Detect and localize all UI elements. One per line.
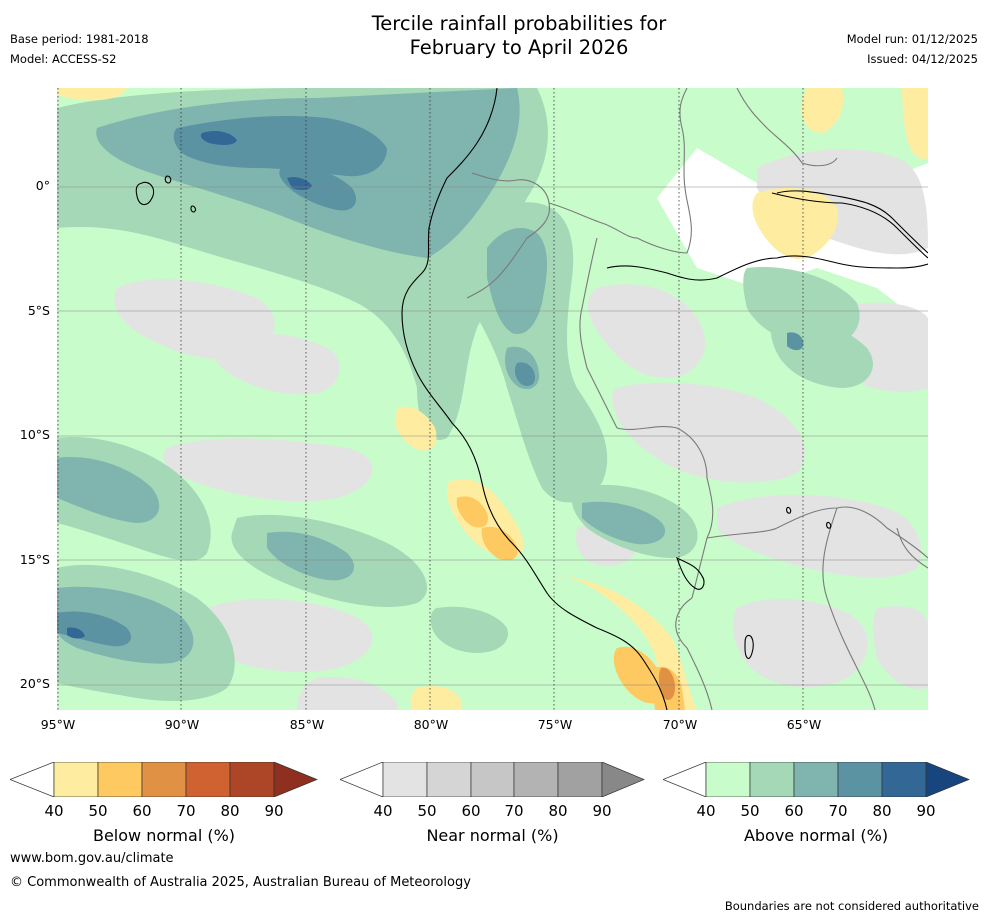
lon-label-85w: 85°W bbox=[289, 717, 325, 732]
cb-above-label: Above normal (%) bbox=[743, 826, 889, 845]
cb-below-seg-5 bbox=[229, 762, 275, 797]
lat-label-0: 0° bbox=[35, 178, 50, 193]
cb-below-seg-4 bbox=[185, 762, 231, 797]
cb-above-seg-3 bbox=[793, 762, 839, 797]
probability-map bbox=[57, 88, 928, 710]
lat-label-5s: 5°S bbox=[27, 303, 50, 318]
base-period: Base period: 1981-2018 bbox=[10, 32, 149, 46]
cb-below-tick: 80 bbox=[220, 802, 240, 820]
lon-label-70w: 70°W bbox=[662, 717, 698, 732]
colorbar-above-normal bbox=[663, 762, 970, 797]
country-boundaries bbox=[466, 88, 928, 710]
copyright-text: © Commonwealth of Australia 2025, Austra… bbox=[10, 875, 471, 890]
cb-above-seg-1 bbox=[705, 762, 751, 797]
meta-left: Base period: 1981-2018 Model: ACCESS-S2 bbox=[10, 29, 149, 69]
above-normal-80-90-region bbox=[67, 130, 312, 639]
title-line-2: February to April 2026 bbox=[409, 36, 629, 59]
below-normal-60-70-region bbox=[658, 667, 675, 700]
cb-below-tick: 70 bbox=[176, 802, 196, 820]
cb-above-seg-6 bbox=[925, 762, 970, 797]
issued-date: Issued: 04/12/2025 bbox=[867, 52, 978, 66]
cb-below-seg-1 bbox=[53, 762, 99, 797]
meta-right: Model run: 01/12/2025 Issued: 04/12/2025 bbox=[847, 29, 978, 69]
cb-above-seg-5 bbox=[881, 762, 927, 797]
cb-near-tick: 70 bbox=[504, 802, 524, 820]
cb-below-tick: 60 bbox=[132, 802, 152, 820]
cb-near-seg-1 bbox=[382, 762, 428, 797]
lon-label-65w: 65°W bbox=[786, 717, 822, 732]
lon-label-80w: 80°W bbox=[413, 717, 449, 732]
cb-above-tick: 80 bbox=[872, 802, 892, 820]
disclaimer-text: Boundaries are not considered authoritat… bbox=[724, 899, 979, 913]
cb-above-tick: 90 bbox=[916, 802, 936, 820]
cb-near-seg-0 bbox=[340, 762, 384, 797]
cb-below-seg-0 bbox=[10, 762, 55, 797]
cb-near-tick: 40 bbox=[373, 802, 393, 820]
cb-above-seg-0 bbox=[663, 762, 707, 797]
cb-above-tick: 40 bbox=[696, 802, 716, 820]
cb-near-tick: 60 bbox=[461, 802, 481, 820]
cb-near-label: Near normal (%) bbox=[426, 826, 559, 845]
title-line-1: Tercile rainfall probabilities for bbox=[371, 12, 667, 35]
cb-near-tick: 90 bbox=[592, 802, 612, 820]
map-svg bbox=[57, 88, 928, 710]
cb-near-seg-4 bbox=[513, 762, 559, 797]
cb-above-seg-2 bbox=[749, 762, 795, 797]
map-title: Tercile rainfall probabilities for Febru… bbox=[0, 12, 988, 60]
cb-above-tick: 60 bbox=[784, 802, 804, 820]
cb-near-tick: 50 bbox=[417, 802, 437, 820]
cb-below-tick: 40 bbox=[44, 802, 64, 820]
cb-near-tick: 80 bbox=[548, 802, 568, 820]
cb-near-seg-3 bbox=[470, 762, 515, 797]
model-run: Model run: 01/12/2025 bbox=[846, 32, 978, 46]
cb-below-seg-2 bbox=[97, 762, 143, 797]
rainfall-fields bbox=[57, 88, 928, 710]
lon-label-75w: 75°W bbox=[537, 717, 573, 732]
cb-below-seg-3 bbox=[141, 762, 187, 797]
colorbar-below-normal bbox=[10, 762, 318, 797]
cb-below-tick: 90 bbox=[264, 802, 284, 820]
cb-below-label: Below normal (%) bbox=[92, 826, 236, 845]
cb-above-tick: 70 bbox=[828, 802, 848, 820]
cb-above-seg-4 bbox=[837, 762, 883, 797]
cb-below-seg-6 bbox=[273, 762, 318, 797]
website-link[interactable]: www.bom.gov.au/climate bbox=[10, 851, 174, 866]
cb-below-tick: 50 bbox=[88, 802, 108, 820]
model-name: Model: ACCESS-S2 bbox=[10, 52, 117, 66]
coastline bbox=[135, 88, 928, 710]
cb-near-seg-5 bbox=[557, 762, 603, 797]
cb-near-seg-6 bbox=[601, 762, 645, 797]
below-normal-50-60-region bbox=[456, 496, 685, 710]
cb-above-tick: 50 bbox=[740, 802, 760, 820]
cb-near-seg-2 bbox=[426, 762, 472, 797]
lat-label-20s: 20°S bbox=[19, 676, 50, 691]
latitude-gridlines bbox=[57, 186, 928, 686]
lat-label-15s: 15°S bbox=[19, 552, 50, 567]
colorbar-near-normal bbox=[340, 762, 645, 797]
lon-label-90w: 90°W bbox=[164, 717, 200, 732]
lat-label-10s: 10°S bbox=[19, 427, 50, 442]
lon-label-95w: 95°W bbox=[40, 717, 76, 732]
